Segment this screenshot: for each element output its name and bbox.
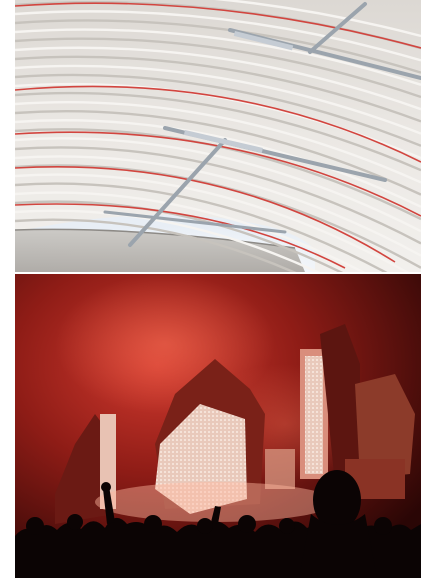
corrugated-bands — [15, 0, 421, 272]
corrugation-line — [15, 110, 421, 196]
corrugation-line — [15, 155, 421, 257]
corrugation-line — [15, 173, 410, 272]
corrugation-line — [15, 182, 388, 272]
corrugation-line — [15, 137, 421, 233]
corrugation-line — [15, 10, 421, 62]
corrugation-line — [15, 46, 421, 111]
concert-stage-photo — [15, 274, 421, 578]
corrugation-line — [15, 73, 421, 147]
corrugation-line — [15, 37, 421, 99]
stage-tower-screen — [305, 356, 323, 474]
stage-structures — [55, 324, 415, 524]
crowd-silhouette — [15, 470, 421, 578]
wall-edge — [15, 228, 296, 249]
arched-ceiling-graphic — [15, 0, 421, 272]
corrugation-line — [15, 55, 421, 123]
stage-glow — [95, 482, 335, 522]
corrugation-line — [214, 0, 421, 38]
corrugation-line — [15, 91, 421, 172]
corrugation-line — [15, 119, 421, 208]
light-fixtures — [183, 30, 294, 153]
corrugation-line — [15, 146, 421, 245]
arched-ceiling-photo — [15, 0, 421, 272]
corrugation-line — [15, 64, 421, 135]
red-stripes — [15, 2, 421, 269]
corrugation-line — [15, 191, 366, 272]
corrugation-line — [15, 28, 421, 86]
corrugation-line — [15, 19, 421, 74]
concert-graphic — [15, 274, 421, 578]
corrugation-line — [15, 218, 297, 272]
stage-led-screen — [155, 404, 247, 514]
corrugation-line — [15, 209, 321, 272]
corrugation-line — [15, 100, 421, 184]
end-wall — [15, 229, 305, 272]
